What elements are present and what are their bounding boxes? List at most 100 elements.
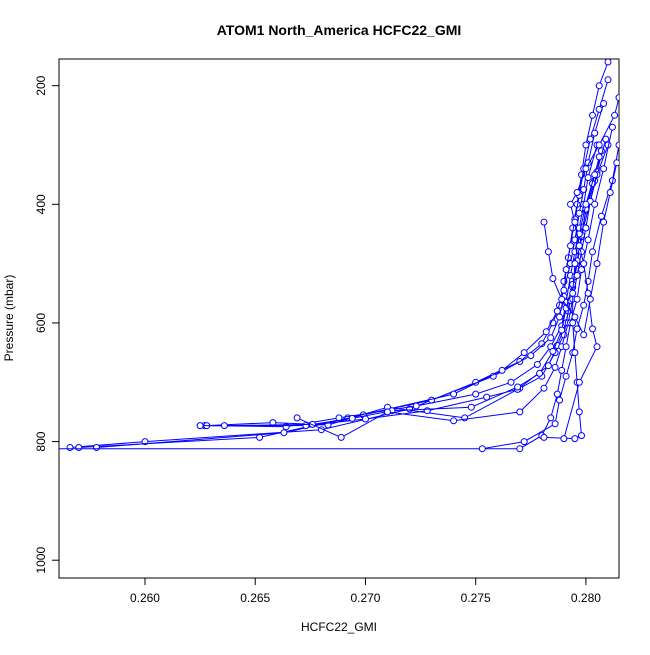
data-point	[580, 331, 588, 339]
data-point	[562, 372, 570, 380]
data-point	[540, 218, 548, 226]
data-point	[569, 289, 577, 297]
data-point	[547, 414, 555, 422]
data-point	[593, 343, 601, 351]
series-line-6	[224, 156, 600, 427]
series-layer	[23, 59, 619, 453]
data-point	[569, 319, 577, 327]
data-point	[584, 236, 592, 244]
data-point	[536, 369, 544, 377]
data-point	[615, 141, 619, 149]
data-point	[302, 422, 310, 430]
y-axis-label: Pressure (mbar)	[2, 275, 16, 362]
data-point	[75, 444, 83, 451]
data-point	[362, 415, 369, 423]
data-point	[573, 272, 581, 279]
data-point	[551, 363, 559, 371]
x-tick-label-4: 0.280	[571, 591, 601, 605]
data-point	[571, 435, 579, 443]
data-point	[520, 349, 528, 357]
x-tick-label-0: 0.260	[130, 591, 160, 605]
data-point	[412, 402, 420, 410]
data-point	[578, 432, 585, 440]
data-point	[604, 76, 612, 84]
data-point	[527, 352, 535, 360]
data-point	[472, 390, 480, 398]
series-line-8	[59, 127, 613, 450]
data-point	[606, 189, 614, 196]
data-point	[560, 286, 568, 294]
data-point	[584, 174, 592, 182]
data-point	[220, 422, 228, 430]
data-point	[615, 94, 619, 102]
y-tick-label-4: 1000	[34, 547, 48, 574]
data-point	[556, 313, 563, 321]
data-point	[575, 242, 583, 250]
data-point	[580, 301, 588, 309]
data-point	[600, 100, 608, 107]
data-point	[582, 141, 590, 149]
data-point	[196, 422, 204, 430]
data-point	[544, 362, 552, 370]
data-point	[591, 171, 599, 179]
data-point	[575, 378, 583, 386]
data-point	[547, 334, 555, 342]
x-tick-label-1: 0.265	[240, 591, 270, 605]
data-point	[597, 212, 605, 220]
data-point	[571, 349, 579, 357]
data-point	[571, 260, 579, 268]
data-point	[293, 414, 301, 422]
data-point	[604, 59, 612, 66]
data-point	[66, 444, 74, 451]
data-point	[516, 408, 524, 416]
data-point	[589, 325, 596, 333]
data-point	[516, 445, 524, 453]
data-point	[573, 189, 581, 196]
data-point	[595, 82, 603, 90]
data-point	[584, 289, 592, 297]
data-point	[540, 433, 548, 441]
data-point	[558, 295, 566, 303]
data-point	[582, 165, 590, 173]
series-line-4	[206, 150, 602, 427]
data-point	[560, 435, 568, 443]
data-point	[591, 129, 599, 137]
data-point	[533, 361, 541, 368]
data-point	[600, 218, 608, 226]
data-point	[337, 433, 345, 441]
data-point	[571, 218, 579, 226]
series-line-7	[296, 144, 609, 438]
data-point	[553, 307, 561, 315]
data-point	[558, 366, 566, 374]
y-tick-label-2: 600	[34, 313, 48, 333]
data-point	[556, 396, 563, 404]
chart-title: ATOM1 North_America HCFC22_GMI	[217, 22, 462, 38]
data-point	[567, 200, 574, 208]
data-point	[595, 141, 603, 149]
data-point	[573, 295, 581, 303]
x-tick-label-2: 0.270	[350, 591, 380, 605]
data-point	[542, 328, 550, 336]
data-point	[608, 123, 616, 131]
data-point	[553, 390, 561, 398]
data-point	[498, 366, 506, 374]
series-line-0	[69, 61, 609, 448]
data-point	[573, 325, 581, 333]
data-point	[93, 444, 100, 451]
data-point	[256, 433, 264, 441]
data-point	[549, 275, 557, 282]
series-line-5	[200, 138, 607, 427]
data-point	[575, 408, 583, 416]
data-point	[23, 446, 29, 452]
data-point	[578, 266, 585, 274]
data-point	[348, 414, 356, 422]
x-axis: 0.260 0.265 0.270 0.275 0.280	[130, 578, 601, 605]
x-tick-label-3: 0.275	[461, 591, 491, 605]
data-point	[580, 260, 588, 268]
data-point	[520, 438, 528, 446]
data-point	[467, 403, 475, 411]
data-point	[450, 417, 458, 425]
y-tick-label-3: 800	[34, 431, 48, 451]
data-point	[600, 165, 608, 173]
y-tick-label-0: 200	[34, 75, 48, 95]
